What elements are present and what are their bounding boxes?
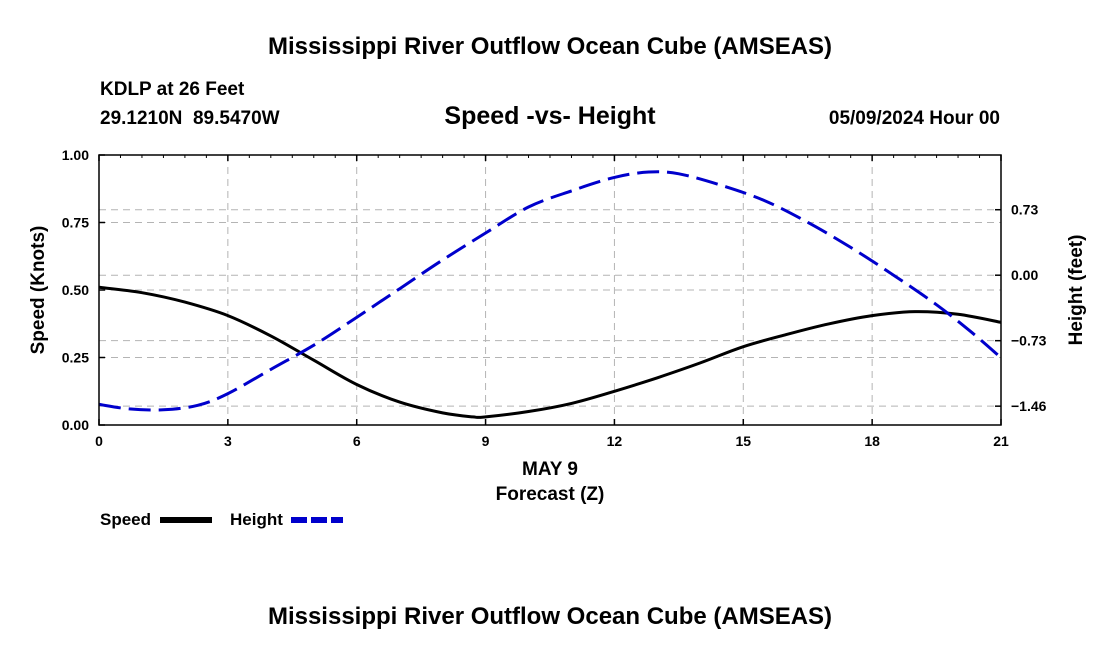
legend-speed-label: Speed	[100, 510, 151, 529]
legend-height-label: Height	[230, 510, 283, 529]
x-tick-label: 6	[353, 433, 361, 449]
station-label: KDLP at 26 Feet	[100, 79, 245, 100]
chart-main-title: Mississippi River Outflow Ocean Cube (AM…	[268, 33, 832, 60]
series-line-height	[98, 170, 1002, 412]
x-tick-label: 12	[607, 433, 623, 449]
y-left-tick-label: 1.00	[62, 147, 89, 163]
x-tick-label: 18	[864, 433, 880, 449]
y-right-tick-label: 0.73	[1011, 202, 1038, 218]
y-left-tick-label: 0.75	[62, 215, 89, 231]
y-right-tick-label: −1.46	[1011, 398, 1047, 414]
forecast-date-label: 05/09/2024 Hour 00	[829, 108, 1000, 129]
x-tick-label: 21	[993, 433, 1009, 449]
x-axis-date-label: MAY 9	[522, 459, 578, 480]
y-right-tick-label: 0.00	[1011, 267, 1038, 283]
footer-title: Mississippi River Outflow Ocean Cube (AM…	[268, 603, 832, 630]
grid-lines	[99, 155, 1001, 425]
y-axis-right-label: Height (feet)	[1066, 235, 1087, 346]
y-right-tick-label: −0.73	[1011, 333, 1047, 349]
legend: Speed Height	[100, 510, 343, 529]
y-left-tick-label: 0.00	[62, 417, 89, 433]
chart-subtitle: Speed -vs- Height	[444, 102, 656, 130]
series-lines	[98, 170, 1002, 419]
coordinates-label: 29.1210N 89.5470W	[100, 108, 280, 129]
x-tick-label: 0	[95, 433, 103, 449]
y-left-tick-label: 0.50	[62, 282, 89, 298]
y-left-tick-label: 0.25	[62, 350, 89, 366]
x-axis-label: Forecast (Z)	[496, 484, 605, 505]
x-tick-label: 15	[735, 433, 751, 449]
x-tick-label: 9	[482, 433, 490, 449]
y-axis-left-label: Speed (Knots)	[28, 226, 49, 355]
x-tick-label: 3	[224, 433, 232, 449]
axis-ticks: 0 3 6 9 12 15 18 21 0.00 0.25 0.50 0.75 1.00 0.73 0.00…	[62, 147, 1047, 449]
series-line-speed	[98, 285, 1002, 419]
